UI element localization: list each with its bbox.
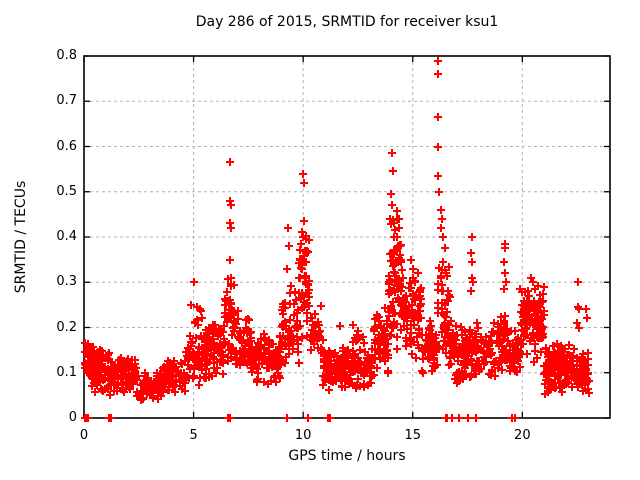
- chart-title: Day 286 of 2015, SRMTID for receiver ksu…: [195, 14, 499, 30]
- x-axis-title: GPS time / hours: [288, 448, 406, 464]
- y-tick-label: 0.5: [56, 183, 77, 199]
- x-tick-label: 10: [294, 428, 312, 443]
- y-tick-label: 0.3: [56, 274, 77, 290]
- y-tick-label: 0.2: [56, 319, 77, 335]
- x-tick-label: 15: [404, 428, 422, 443]
- data-points: [81, 57, 593, 422]
- x-tick-label: 0: [79, 428, 89, 443]
- x-tick-label: 20: [514, 428, 531, 443]
- y-tick-label: 0.6: [56, 138, 77, 154]
- y-tick-label: 0.8: [56, 48, 77, 63]
- y-tick-label: 0.7: [56, 93, 77, 109]
- y-tick-label: 0: [68, 410, 77, 425]
- y-tick-label: 0.1: [56, 364, 77, 380]
- y-tick-label: 0.4: [56, 229, 77, 244]
- x-tick-label: 5: [189, 428, 198, 443]
